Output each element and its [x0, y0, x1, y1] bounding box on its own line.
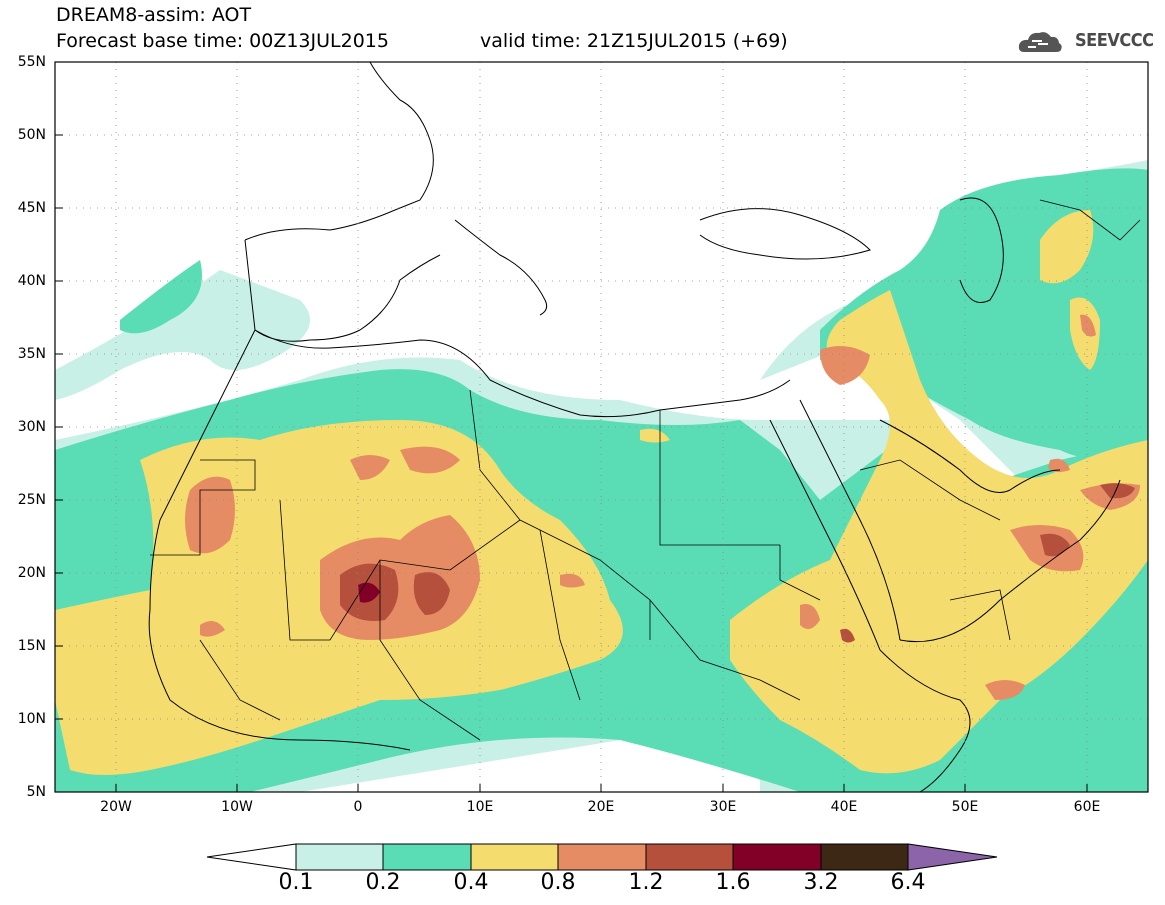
seevccc-logo-text: SEEVCCC: [1075, 30, 1154, 51]
colorbar-label: 0.4: [453, 870, 489, 895]
gridlines: [55, 62, 1148, 792]
colorbar-label: 6.4: [890, 870, 926, 895]
lat-label: 30N: [17, 419, 46, 435]
lat-label: 5N: [26, 784, 46, 800]
lat-label: 55N: [17, 54, 46, 70]
lat-label: 20N: [17, 565, 46, 581]
political-borders: [150, 199, 1141, 741]
colorbar-label: 3.2: [803, 870, 839, 895]
lat-label: 45N: [17, 200, 46, 216]
aot-band-1.6: [358, 582, 380, 603]
lon-label: 10E: [466, 799, 494, 815]
lon-label: 20W: [100, 799, 132, 815]
lon-label: 60E: [1073, 799, 1101, 815]
lat-label: 40N: [17, 273, 46, 289]
colorbar-label: 0.8: [540, 870, 576, 895]
lat-label: 50N: [17, 127, 46, 143]
axis-ticks: [55, 61, 1088, 792]
lon-label: 20E: [587, 799, 615, 815]
seevccc-cloud-logo-icon: [1018, 32, 1062, 52]
colorbar-label: 0.1: [278, 870, 314, 895]
colorbar-label: 0.2: [365, 870, 401, 895]
lon-label: 30E: [709, 799, 737, 815]
lon-label: 50E: [951, 799, 979, 815]
lat-label: 15N: [17, 638, 46, 654]
colorbar-label: 1.6: [715, 870, 751, 895]
lat-label: 35N: [17, 346, 46, 362]
map-title: DREAM8-assim: AOT: [56, 4, 252, 26]
coastlines: [148, 62, 1121, 792]
lon-label: 0: [353, 799, 363, 815]
lat-label: 10N: [17, 711, 46, 727]
lat-label: 25N: [17, 492, 46, 508]
lon-label: 40E: [830, 799, 858, 815]
forecast-base-time: Forecast base time: 00Z13JUL2015: [56, 30, 389, 52]
colorbar-label: 1.2: [628, 870, 664, 895]
lon-label: 10W: [221, 799, 253, 815]
valid-time: valid time: 21Z15JUL2015 (+69): [480, 30, 788, 52]
